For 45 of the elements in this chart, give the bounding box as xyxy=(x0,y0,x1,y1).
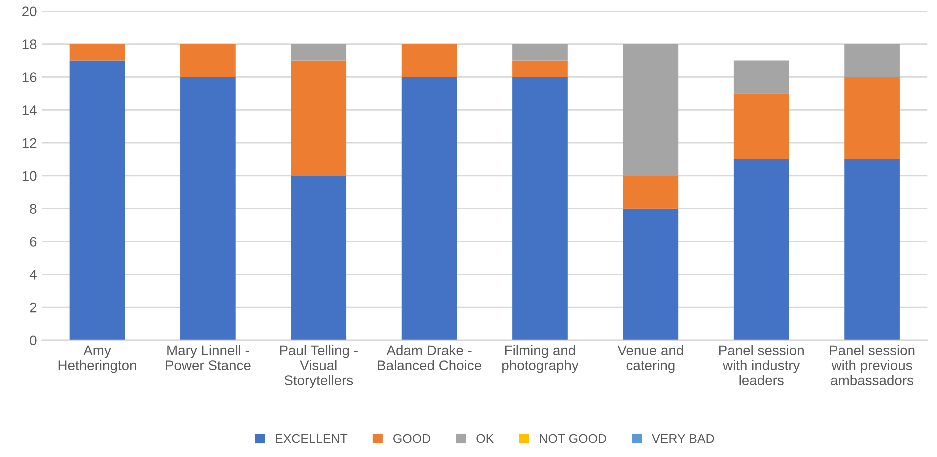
x-tick-label: Amy Hetherington xyxy=(58,346,136,374)
bar xyxy=(844,159,900,340)
bar xyxy=(291,176,347,340)
bar xyxy=(512,77,568,340)
bar xyxy=(734,60,790,94)
bar xyxy=(291,44,347,61)
bar xyxy=(291,60,347,176)
bar xyxy=(70,44,126,61)
y-tick-label: 18 xyxy=(22,40,37,50)
bar xyxy=(70,60,126,340)
bar xyxy=(734,159,790,340)
x-tick-label: Mary Linnell - Power Stance xyxy=(166,345,251,370)
bar xyxy=(623,208,679,340)
y-tick-label: 0 xyxy=(30,336,37,346)
y-tick-label: 12 xyxy=(22,138,37,148)
x-tick-label: Paul Telling - Visual Storytellers xyxy=(280,345,358,388)
bar xyxy=(180,77,236,340)
bar xyxy=(623,44,679,176)
x-tick-label: Adam Drake - Balanced Choice xyxy=(378,345,482,370)
bar xyxy=(512,60,568,78)
x-tick-label: Venue and catering xyxy=(618,345,684,374)
bar xyxy=(844,77,900,160)
y-tick-label: 8 xyxy=(30,204,37,214)
bar xyxy=(623,176,679,209)
bar xyxy=(512,44,568,61)
legend-label: GOOD xyxy=(394,434,431,444)
y-tick-label: 14 xyxy=(22,106,37,116)
y-tick-label: 4 xyxy=(30,270,37,280)
y-tick-label: 6 xyxy=(30,237,37,247)
y-tick-label: 16 xyxy=(22,72,37,82)
legend-label: VERY BAD xyxy=(652,434,714,444)
x-tick-label: Panel session with industry leaders xyxy=(720,345,804,386)
bar xyxy=(844,44,900,78)
legend-label: OK xyxy=(476,434,494,444)
legend-label: EXCELLENT xyxy=(276,434,348,444)
y-tick-label: 20 xyxy=(22,6,37,17)
bar xyxy=(402,44,458,78)
bar xyxy=(734,94,790,160)
y-tick-label: 10 xyxy=(22,171,37,182)
bar xyxy=(402,77,458,340)
x-tick-label: Filming and photography xyxy=(502,345,579,374)
y-tick-label: 2 xyxy=(30,302,37,313)
x-tick-label: Panel session with previous ambassadors xyxy=(830,345,915,386)
legend-label: NOT GOOD xyxy=(540,434,606,444)
bar xyxy=(180,44,236,78)
